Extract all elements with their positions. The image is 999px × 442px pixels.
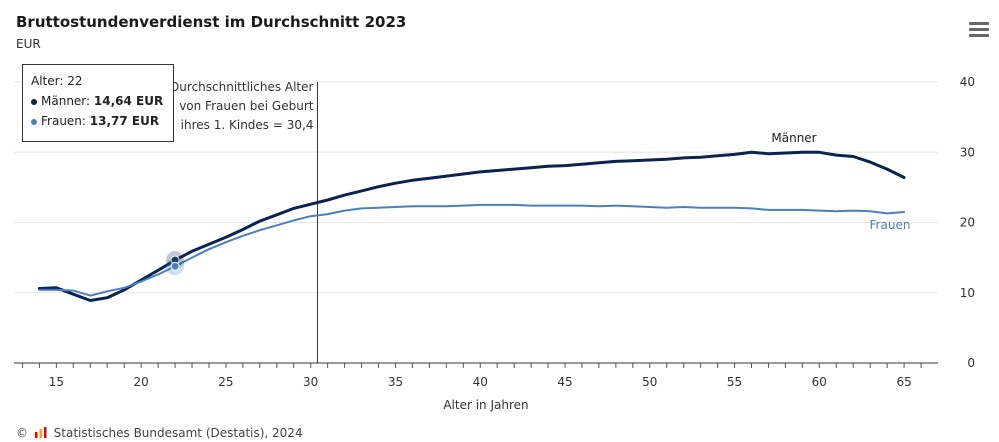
y-tick-label: 20 — [960, 216, 975, 230]
tooltip-age: Alter: 22 — [31, 74, 83, 88]
y-tick-label: 10 — [960, 286, 975, 300]
x-axis-title: Alter in Jahren — [443, 398, 528, 412]
series-label-frauen: Frauen — [870, 218, 911, 232]
tooltip-maenner-label: Männer: — [41, 94, 94, 108]
x-tick-label: 20 — [134, 375, 149, 389]
hamburger-menu-icon[interactable] — [969, 22, 989, 38]
x-tick-label: 30 — [303, 375, 318, 389]
frauen-dot-icon — [31, 118, 37, 125]
x-tick-label: 55 — [727, 375, 742, 389]
destatis-logo-icon — [34, 427, 47, 438]
tooltip-maenner-row: Männer: 14,64 EUR — [31, 91, 165, 111]
x-tick-label: 15 — [49, 375, 64, 389]
y-tick-label: 40 — [960, 75, 975, 89]
tooltip-frauen-row: Frauen: 13,77 EUR — [31, 111, 165, 131]
x-tick-label: 40 — [473, 375, 488, 389]
source-line: © Statistisches Bundesamt (Destatis), 20… — [16, 426, 303, 440]
series-label-maenner: Männer — [771, 131, 816, 145]
copyright-symbol: © — [16, 426, 28, 440]
series-line-frauen — [38, 203, 906, 297]
tooltip-frauen-label: Frauen: — [41, 114, 90, 128]
x-tick-label: 60 — [812, 375, 827, 389]
y-tick-label: 0 — [967, 356, 975, 370]
x-tick-label: 45 — [557, 375, 572, 389]
x-tick-label: 50 — [642, 375, 657, 389]
annotation-text: Durchschnittliches Alter — [170, 80, 313, 94]
chart-title: Bruttostundenverdienst im Durchschnitt 2… — [16, 13, 407, 31]
x-tick-label: 35 — [388, 375, 403, 389]
y-tick-label: 30 — [960, 145, 975, 159]
annotation-text: von Frauen bei Geburt — [179, 99, 314, 113]
annotation-text: ihres 1. Kindes = 30,4 — [181, 118, 314, 132]
source-text: Statistisches Bundesamt (Destatis), 2024 — [53, 426, 303, 440]
chart-tooltip: Alter: 22 Männer: 14,64 EUR Frauen: 13,7… — [22, 64, 174, 142]
x-tick-label: 65 — [896, 375, 911, 389]
x-tick-label: 25 — [218, 375, 233, 389]
chart-subtitle: EUR — [16, 37, 41, 51]
maenner-dot-icon — [31, 98, 37, 105]
highlight-point-frauen — [170, 261, 180, 271]
tooltip-maenner-value: 14,64 EUR — [93, 94, 164, 108]
series-line-maenner — [37, 150, 906, 302]
tooltip-frauen-value: 13,77 EUR — [89, 114, 160, 128]
